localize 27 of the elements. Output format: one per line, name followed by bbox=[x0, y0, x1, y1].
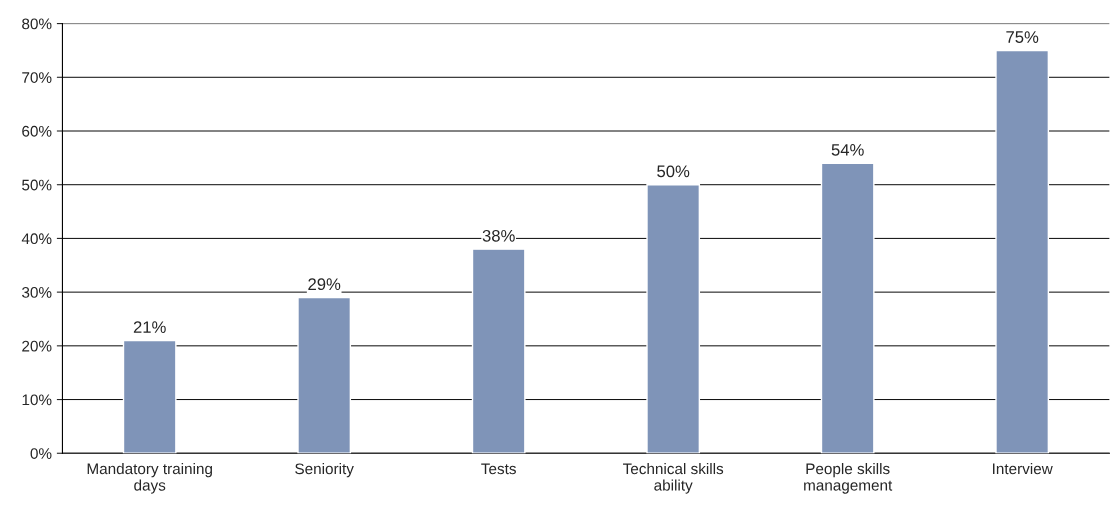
x-tick-label: Tests bbox=[481, 463, 516, 475]
y-tick-label: 0% bbox=[30, 448, 52, 459]
x-tick-label: Technical skills ability bbox=[623, 462, 724, 494]
y-tick-label: 60% bbox=[22, 125, 52, 137]
data-label: 75% bbox=[1006, 31, 1039, 43]
bar bbox=[471, 248, 526, 454]
data-label: 38% bbox=[482, 229, 515, 242]
y-tick-label: 80% bbox=[22, 18, 52, 30]
bar bbox=[646, 184, 701, 454]
y-tick-label: 40% bbox=[21, 233, 52, 245]
data-label: 29% bbox=[308, 278, 341, 291]
x-tick-label: Seniority bbox=[295, 462, 354, 478]
data-label: 54% bbox=[831, 144, 864, 156]
x-tick-label: Mandatory training days bbox=[87, 462, 212, 494]
y-tick-label: 70% bbox=[22, 72, 52, 83]
bar bbox=[820, 162, 875, 454]
y-tick-label: 20% bbox=[22, 340, 52, 352]
y-tick-label: 10% bbox=[22, 394, 52, 406]
x-tick-label: Interview bbox=[993, 462, 1053, 475]
x-tick-label: People skills management bbox=[804, 462, 893, 494]
bar bbox=[122, 339, 177, 454]
y-tick-label: 50% bbox=[22, 179, 52, 191]
data-label: 21% bbox=[133, 321, 166, 333]
bar bbox=[995, 49, 1050, 454]
y-tick-label: 30% bbox=[22, 287, 52, 298]
bar bbox=[297, 296, 352, 454]
data-label: 50% bbox=[657, 165, 690, 178]
